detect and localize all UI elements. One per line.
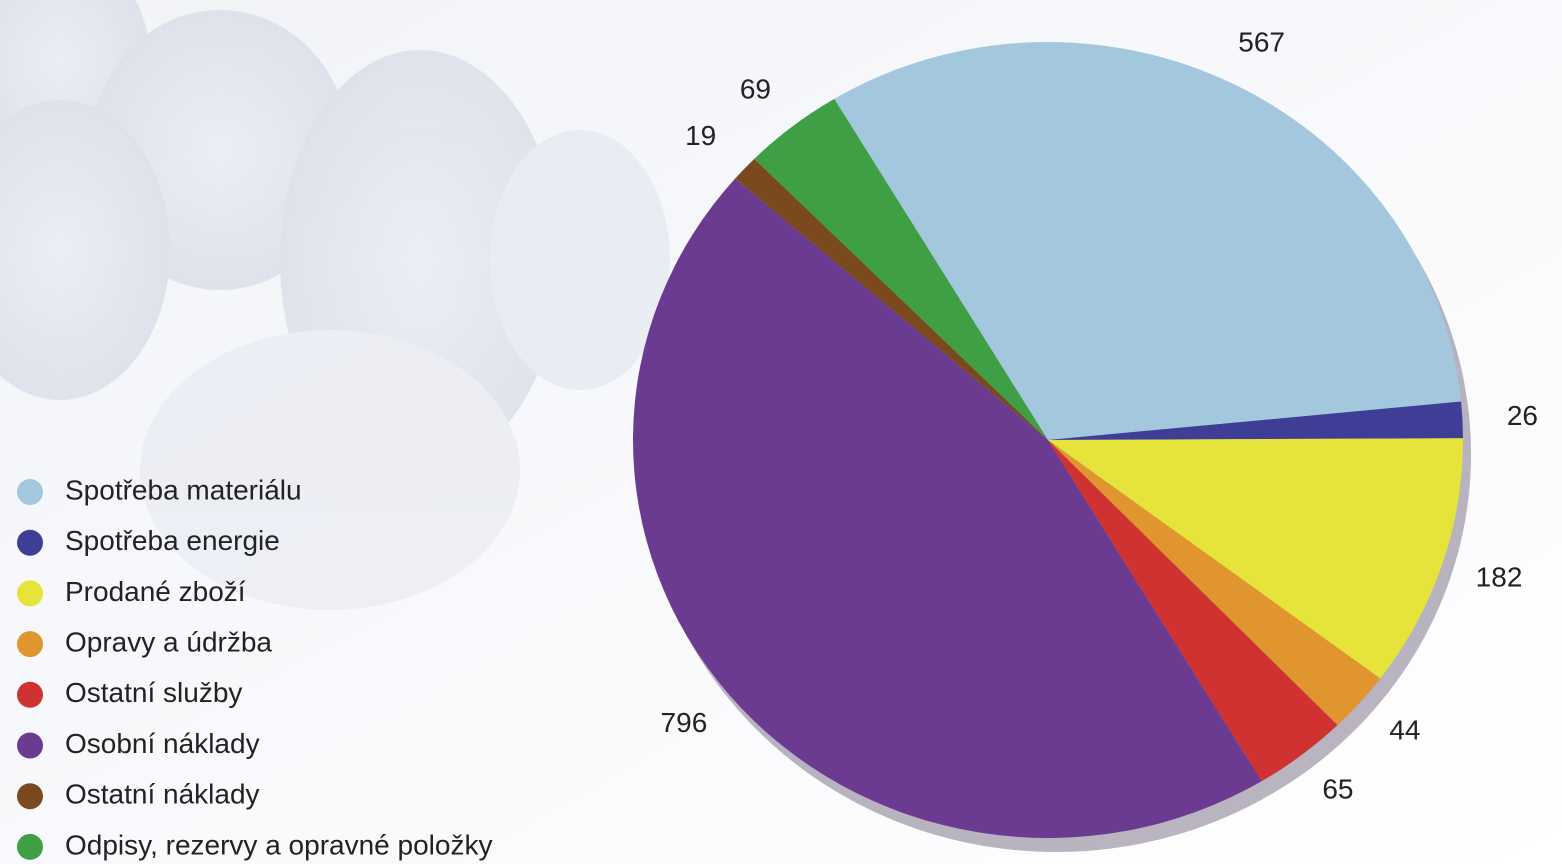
legend-label: Spotřeba energie [65,525,280,556]
legend: Spotřeba materiálu Spotřeba energie Prodan… [17,474,492,860]
data-label: 182 [1476,561,1523,592]
data-label: 44 [1389,715,1420,746]
data-label: 567 [1238,27,1285,58]
pie: 567 26 182 44 65 796 19 69 [633,27,1538,852]
legend-marker [17,833,43,860]
legend-label: Spotřeba materiálu [65,474,302,505]
data-label: 19 [685,120,716,151]
pie-slice [1048,440,1338,782]
pie-slice [1048,440,1381,726]
data-label: 65 [1322,773,1353,804]
legend-marker [17,783,43,810]
legend-marker [17,529,43,556]
pie-slice [1048,438,1463,679]
data-label: 69 [740,73,771,104]
legend-marker [17,732,43,759]
legend-marker [17,580,43,607]
legend-label: Opravy a údržba [65,626,272,657]
legend-label: Ostatní služby [65,677,242,708]
legend-label: Osobní náklady [65,728,260,759]
legend-marker [17,681,43,708]
pie-slice [633,178,1262,839]
pie-slice [754,98,1048,440]
pie-slice [834,42,1462,441]
legend-label: Prodané zboží [65,576,246,607]
legend-marker [17,479,43,505]
legend-label: Odpisy, rezervy a opravné položky [65,829,492,860]
data-label: 796 [661,707,708,738]
background-decoration [0,0,670,610]
pie-slice [735,158,1048,440]
legend-marker [17,631,43,658]
data-label: 26 [1507,400,1538,431]
legend-label: Ostatní náklady [65,779,260,810]
pie-slice [1048,401,1463,440]
